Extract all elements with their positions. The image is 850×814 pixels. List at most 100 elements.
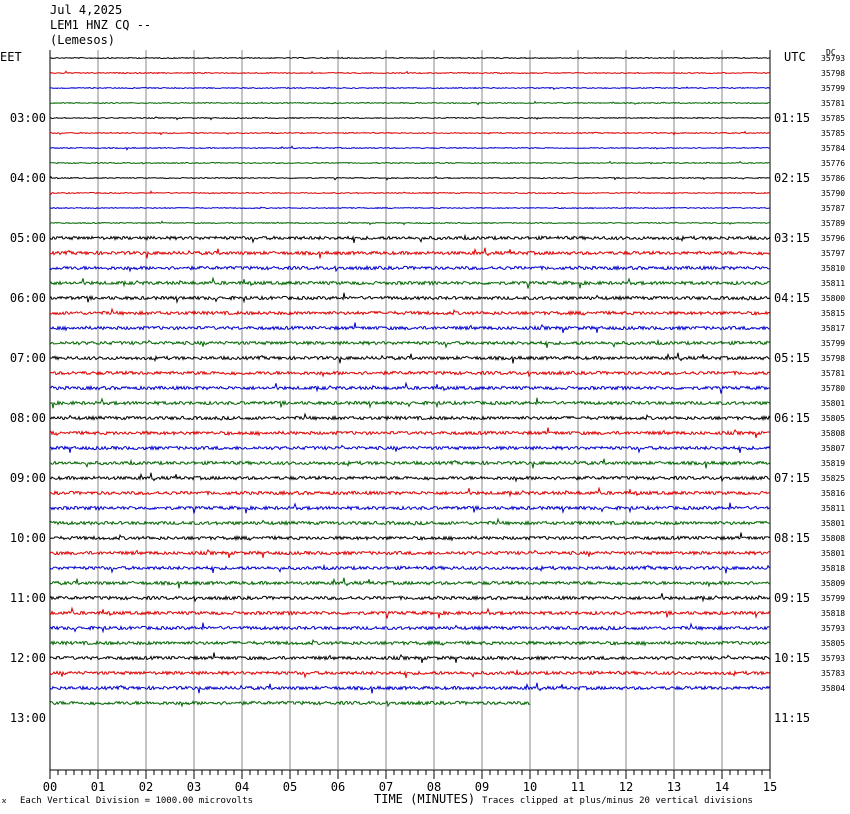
x-tick-label: 10 [523, 780, 537, 794]
corner-mark-icon: ϰ [2, 797, 7, 805]
x-tick-label: 06 [331, 780, 345, 794]
dc-offset-label: 35793 [821, 54, 845, 63]
dc-offset-label: 35800 [821, 294, 845, 303]
dc-offset-label: 35811 [821, 504, 845, 513]
dc-offset-label: 35793 [821, 624, 845, 633]
trace-line [49, 606, 771, 619]
trace-line [49, 472, 771, 483]
trace-line [49, 486, 771, 498]
dc-offset-label: 35790 [821, 189, 845, 198]
dc-offset-label: 35776 [821, 159, 845, 168]
trace-line [50, 206, 770, 210]
dc-offset-label: 35799 [821, 339, 845, 348]
x-tick-label: 13 [667, 780, 681, 794]
clip-note: Traces clipped at plus/minus 20 vertical… [482, 796, 753, 806]
trace-line [49, 56, 771, 60]
trace-line [49, 322, 770, 334]
x-tick-label: 05 [283, 780, 297, 794]
dc-offset-label: 35801 [821, 399, 845, 408]
trace-line [49, 381, 771, 394]
dc-offset-label: 35818 [821, 564, 845, 573]
dc-offset-label: 35808 [821, 429, 845, 438]
dc-offset-label: 35785 [821, 129, 845, 138]
dc-offset-label: 35797 [821, 249, 845, 258]
trace-line [49, 247, 771, 259]
trace-line [49, 352, 771, 364]
left-timezone-label: EET [0, 50, 22, 64]
trace-line [49, 145, 771, 151]
trace-line [49, 532, 771, 542]
trace-line [49, 622, 771, 634]
left-time-label: 03:00 [10, 111, 46, 125]
left-time-label: 09:00 [10, 471, 46, 485]
x-tick-label: 14 [715, 780, 729, 794]
trace-line [49, 668, 771, 679]
x-tick-label: 01 [91, 780, 105, 794]
left-time-label: 12:00 [10, 651, 46, 665]
x-tick-label: 00 [43, 780, 57, 794]
dc-offset-label: 35805 [821, 414, 845, 423]
right-time-label: 08:15 [774, 531, 810, 545]
x-tick-label: 04 [235, 780, 249, 794]
trace-line [49, 292, 771, 304]
dc-offset-label: 35789 [821, 219, 845, 228]
location-label: (Lemesos) [50, 33, 116, 47]
dc-offset-label: 35816 [821, 489, 845, 498]
trace-line [49, 652, 771, 664]
x-tick-label: 09 [475, 780, 489, 794]
left-time-label: 10:00 [10, 531, 46, 545]
trace-line [49, 444, 771, 454]
right-time-label: 03:15 [774, 231, 810, 245]
dc-offset-label: 35815 [821, 309, 845, 318]
trace-line [49, 233, 771, 244]
trace-line [49, 699, 531, 708]
dc-offset-label: 35798 [821, 354, 845, 363]
trace-line [49, 577, 771, 589]
scale-note: Each Vertical Division = 1000.00 microvo… [20, 796, 253, 806]
x-tick-label: 07 [379, 780, 393, 794]
right-time-label: 05:15 [774, 351, 810, 365]
dc-offset-label: 35793 [821, 654, 845, 663]
trace-line [49, 369, 771, 378]
dc-offset-label: 35801 [821, 549, 845, 558]
dc-offset-label: 35805 [821, 639, 845, 648]
trace-line [49, 70, 771, 75]
x-tick-label: 02 [139, 780, 153, 794]
right-time-label: 06:15 [774, 411, 810, 425]
x-tick-label: 08 [427, 780, 441, 794]
left-time-label: 05:00 [10, 231, 46, 245]
dc-offset-label: 35786 [821, 174, 845, 183]
dc-offset-label: 35787 [821, 204, 845, 213]
trace-line [49, 682, 771, 694]
trace-line [49, 563, 771, 574]
trace-line [49, 190, 771, 195]
trace-line [49, 517, 771, 527]
dc-offset-label: 35799 [821, 594, 845, 603]
trace-line [49, 427, 771, 439]
dc-offset-label: 35808 [821, 534, 845, 543]
trace-line [49, 160, 771, 165]
x-axis-title: TIME (MINUTES) [374, 792, 476, 806]
trace-line [49, 639, 771, 647]
station-label: LEM1 HNZ CQ -- [50, 18, 152, 32]
dc-offset-label: 35796 [821, 234, 845, 243]
dc-offset-label: 35809 [821, 579, 845, 588]
dc-offset-label: 35781 [821, 99, 845, 108]
trace-line [49, 130, 771, 136]
left-time-label: 04:00 [10, 171, 46, 185]
left-time-label: 11:00 [10, 591, 46, 605]
trace-line [49, 175, 771, 181]
trace-line [49, 264, 771, 273]
right-time-label: 02:15 [774, 171, 810, 185]
dc-offset-label: 35811 [821, 279, 845, 288]
dc-offset-label: 35783 [821, 669, 845, 678]
dc-offset-label: 35801 [821, 519, 845, 528]
trace-line [49, 307, 771, 317]
trace-line [49, 276, 771, 289]
right-time-label: 09:15 [774, 591, 810, 605]
trace-line [49, 458, 771, 469]
x-tick-label: 15 [763, 780, 777, 794]
dc-label: DC [826, 48, 836, 57]
trace-line [49, 397, 771, 409]
